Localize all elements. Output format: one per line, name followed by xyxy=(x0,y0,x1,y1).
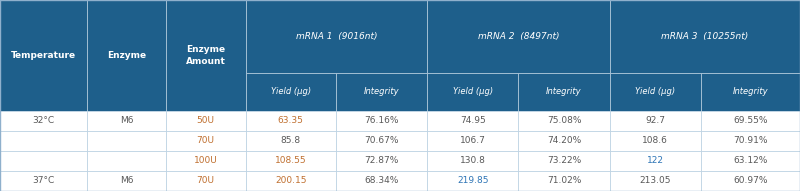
Text: 213.05: 213.05 xyxy=(639,176,671,185)
Bar xyxy=(336,73,427,111)
Bar xyxy=(166,171,246,191)
Bar xyxy=(0,171,87,191)
Bar xyxy=(427,131,518,151)
Text: 60.97%: 60.97% xyxy=(733,176,768,185)
Bar xyxy=(427,111,518,131)
Bar xyxy=(87,171,166,191)
Bar xyxy=(166,151,246,171)
Text: 122: 122 xyxy=(646,156,664,165)
Bar xyxy=(246,131,336,151)
Text: 108.55: 108.55 xyxy=(275,156,306,165)
Bar xyxy=(87,111,166,131)
Bar xyxy=(87,151,166,171)
Text: 70.91%: 70.91% xyxy=(733,136,768,145)
Text: 70U: 70U xyxy=(197,176,214,185)
Text: 106.7: 106.7 xyxy=(460,136,486,145)
Bar xyxy=(246,0,427,73)
Text: M6: M6 xyxy=(120,176,133,185)
Bar xyxy=(166,131,246,151)
Bar xyxy=(246,151,336,171)
Text: M6: M6 xyxy=(120,116,133,125)
Bar xyxy=(166,0,246,111)
Bar xyxy=(87,131,166,151)
Bar xyxy=(87,0,166,111)
Text: Yield (μg): Yield (μg) xyxy=(270,87,311,96)
Bar xyxy=(701,171,800,191)
Bar xyxy=(518,131,610,151)
Text: Yield (μg): Yield (μg) xyxy=(453,87,493,96)
Text: 74.95: 74.95 xyxy=(460,116,486,125)
Bar xyxy=(427,73,518,111)
Text: 69.55%: 69.55% xyxy=(733,116,768,125)
Bar xyxy=(246,171,336,191)
Bar xyxy=(427,171,518,191)
Text: 32°C: 32°C xyxy=(33,116,54,125)
Text: 130.8: 130.8 xyxy=(460,156,486,165)
Text: Enzyme: Enzyme xyxy=(107,51,146,60)
Text: mRNA 1  (9016nt): mRNA 1 (9016nt) xyxy=(296,32,377,41)
Bar xyxy=(701,131,800,151)
Bar xyxy=(336,171,427,191)
Bar xyxy=(701,111,800,131)
Bar xyxy=(427,0,610,73)
Text: 75.08%: 75.08% xyxy=(546,116,582,125)
Bar xyxy=(166,111,246,131)
Text: 200.15: 200.15 xyxy=(275,176,306,185)
Bar xyxy=(0,111,87,131)
Text: 37°C: 37°C xyxy=(33,176,54,185)
Text: 219.85: 219.85 xyxy=(457,176,489,185)
Bar xyxy=(518,151,610,171)
Text: 70.67%: 70.67% xyxy=(364,136,399,145)
Bar xyxy=(246,111,336,131)
Bar xyxy=(336,111,427,131)
Text: 63.35: 63.35 xyxy=(278,116,304,125)
Bar xyxy=(610,131,701,151)
Bar xyxy=(0,0,87,111)
Bar xyxy=(610,111,701,131)
Bar xyxy=(610,171,701,191)
Bar xyxy=(246,73,336,111)
Text: 73.22%: 73.22% xyxy=(547,156,581,165)
Text: 100U: 100U xyxy=(194,156,218,165)
Text: 71.02%: 71.02% xyxy=(547,176,581,185)
Text: mRNA 3  (10255nt): mRNA 3 (10255nt) xyxy=(661,32,749,41)
Bar xyxy=(610,73,701,111)
Text: 92.7: 92.7 xyxy=(645,116,665,125)
Bar xyxy=(0,131,87,151)
Bar xyxy=(518,111,610,131)
Bar xyxy=(610,0,800,73)
Bar xyxy=(427,151,518,171)
Text: 76.16%: 76.16% xyxy=(364,116,399,125)
Text: Integrity: Integrity xyxy=(364,87,399,96)
Bar xyxy=(336,131,427,151)
Text: 85.8: 85.8 xyxy=(281,136,301,145)
Text: 74.20%: 74.20% xyxy=(547,136,581,145)
Bar xyxy=(701,73,800,111)
Text: 108.6: 108.6 xyxy=(642,136,668,145)
Text: Integrity: Integrity xyxy=(546,87,582,96)
Text: 50U: 50U xyxy=(197,116,214,125)
Bar xyxy=(518,73,610,111)
Text: Temperature: Temperature xyxy=(11,51,76,60)
Text: 68.34%: 68.34% xyxy=(365,176,398,185)
Text: Yield (μg): Yield (μg) xyxy=(635,87,675,96)
Bar xyxy=(518,171,610,191)
Bar xyxy=(0,151,87,171)
Bar xyxy=(701,151,800,171)
Text: Enzyme
Amount: Enzyme Amount xyxy=(186,45,226,66)
Text: 70U: 70U xyxy=(197,136,214,145)
Text: 63.12%: 63.12% xyxy=(734,156,767,165)
Bar xyxy=(336,151,427,171)
Text: 72.87%: 72.87% xyxy=(365,156,398,165)
Bar xyxy=(610,151,701,171)
Text: mRNA 2  (8497nt): mRNA 2 (8497nt) xyxy=(478,32,559,41)
Text: Integrity: Integrity xyxy=(733,87,768,96)
